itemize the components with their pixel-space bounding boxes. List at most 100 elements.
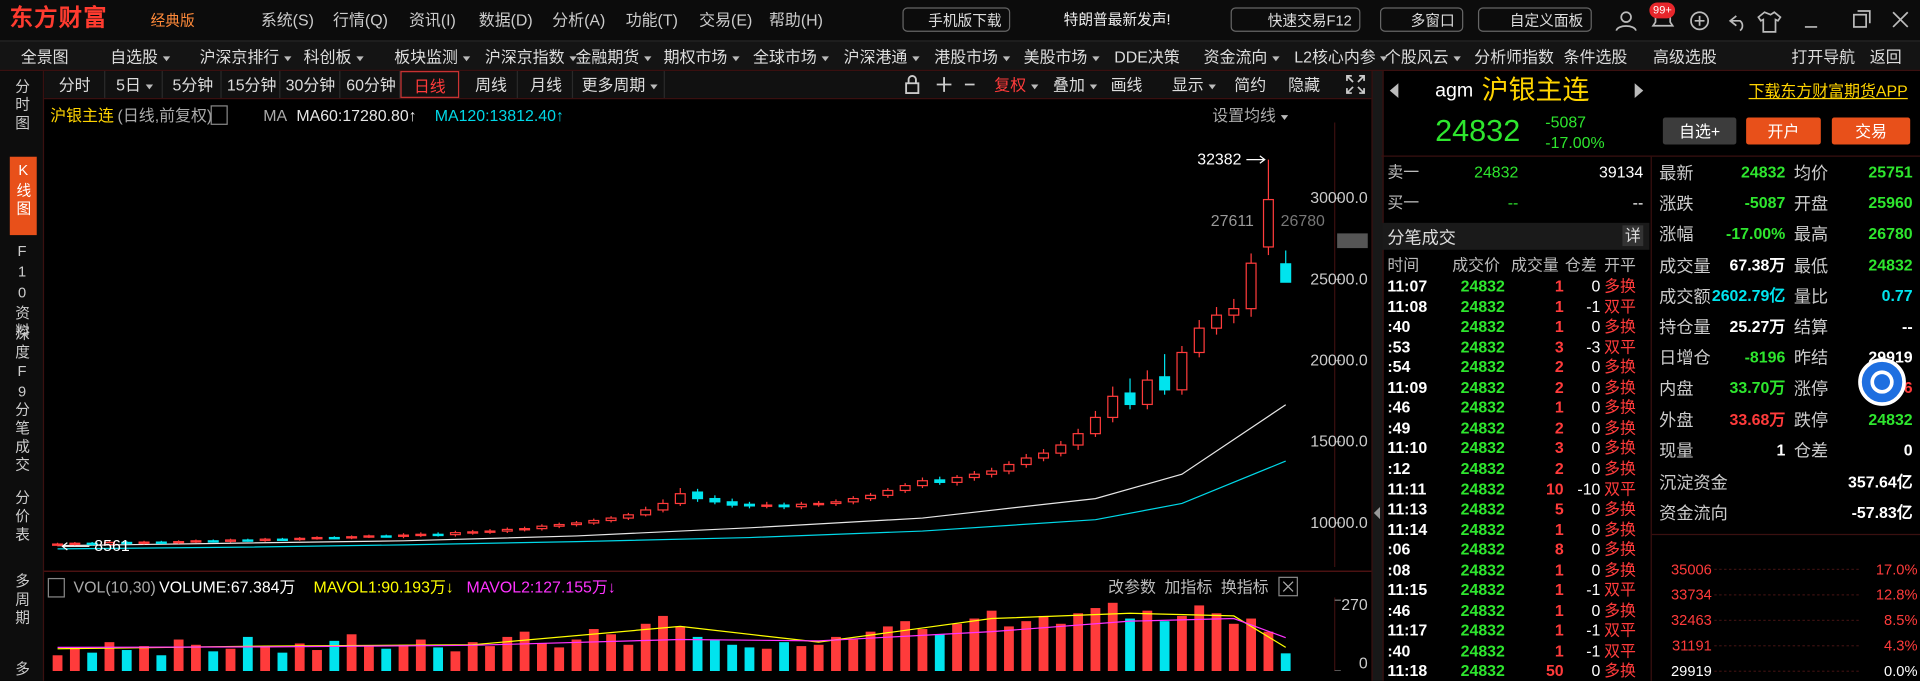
quote-button[interactable]: 开户: [1746, 117, 1821, 145]
contract-code: agm: [1435, 80, 1474, 102]
settings-link[interactable]: 设置均线: [1212, 108, 1288, 124]
stat-value: -57.83亿: [1851, 503, 1913, 522]
tool-button[interactable]: 复权: [994, 77, 1038, 93]
close-icon: [1282, 581, 1294, 592]
toolbar: [44, 71, 1372, 100]
period-button[interactable]: 更多周期: [576, 71, 665, 98]
nav-item[interactable]: 资金流向: [1204, 49, 1280, 65]
menu-item[interactable]: 系统(S): [260, 11, 314, 30]
indicator-button[interactable]: 改参数: [1108, 577, 1156, 597]
period-button[interactable]: 15分钟: [224, 71, 281, 98]
indicator-button[interactable]: 换指标: [1220, 577, 1269, 597]
indicator-button[interactable]: 加指标: [1164, 577, 1213, 597]
ma-line: [57, 404, 1287, 547]
edition: 经典版: [150, 12, 195, 30]
tick-cell: 多换: [1604, 540, 1636, 559]
volume-bar: [450, 651, 461, 672]
top-button[interactable]: 手机版下载: [902, 7, 1011, 32]
volume-bar: [640, 623, 651, 672]
top-button[interactable]: 快速交易F12: [1230, 7, 1361, 32]
candle-body: [986, 470, 998, 475]
nav-item[interactable]: 沪深京排行: [200, 49, 292, 65]
top-button[interactable]: 自定义面板: [1477, 7, 1592, 32]
app-link[interactable]: 下载东方财富期货APP: [1748, 82, 1908, 101]
quote-button[interactable]: 自选+: [1662, 117, 1737, 145]
volume-bar: [848, 639, 859, 672]
tick-cell: 3: [1554, 337, 1564, 356]
volume-bar: [588, 629, 599, 672]
nav-item[interactable]: 期权市场: [664, 49, 740, 65]
period-button[interactable]: 日线: [400, 71, 460, 98]
nav-item[interactable]: 分析师指数: [1474, 47, 1554, 67]
stat-label: 涨停: [1793, 378, 1829, 399]
help-icon: [1858, 358, 1906, 406]
volume-bar: [381, 648, 392, 672]
ticks-detail[interactable]: 详: [1622, 225, 1644, 247]
top-button[interactable]: 特朗普最新发声!: [1063, 11, 1171, 29]
nav-item[interactable]: 个股风云: [1385, 49, 1461, 65]
nav-item[interactable]: 科创板: [304, 49, 364, 65]
nav-item[interactable]: 板块监测: [394, 49, 470, 65]
nav-item[interactable]: 条件选股: [1563, 47, 1628, 67]
period-button[interactable]: 5分钟: [165, 71, 222, 98]
nav-item[interactable]: L2核心内参: [1294, 49, 1388, 65]
nav-item[interactable]: 高级选股: [1653, 47, 1717, 67]
side-tab[interactable]: 多: [13, 661, 31, 680]
volume-bar: [692, 636, 703, 672]
menu-item[interactable]: 行情(Q): [333, 11, 388, 30]
tick-cell: :12: [1387, 459, 1411, 478]
menu-item[interactable]: 功能(T): [625, 11, 678, 30]
menu-item[interactable]: 交易(E): [699, 11, 753, 30]
tick-cell: 双平: [1604, 296, 1636, 316]
quote-button[interactable]: 交易: [1831, 117, 1911, 145]
period-button[interactable]: 分时: [45, 71, 106, 98]
side-tab[interactable]: 分时图: [13, 78, 31, 134]
side-tab[interactable]: F10资料: [13, 242, 31, 342]
period-button[interactable]: 30分钟: [282, 71, 341, 98]
stat-value: 24832: [1868, 255, 1913, 274]
nav-item[interactable]: 金融期货: [576, 49, 652, 65]
tick-cell: 0: [1591, 378, 1601, 397]
nav-item[interactable]: 沪深京指数: [485, 49, 577, 65]
nav-item[interactable]: 港股市场: [934, 49, 1010, 65]
period-button[interactable]: 周线: [465, 71, 518, 98]
side-tab[interactable]: 分价表: [13, 489, 31, 545]
period-button[interactable]: 月线: [520, 71, 574, 98]
candle-body: [968, 473, 980, 479]
nav-item[interactable]: 打开导航: [1791, 47, 1856, 67]
nav-item[interactable]: 返回: [1869, 47, 1902, 67]
tick-cell: 双平: [1604, 337, 1636, 356]
period-button[interactable]: 5日: [108, 71, 163, 98]
period-button[interactable]: 60分钟: [343, 71, 401, 98]
nav-item[interactable]: 美股市场: [1024, 49, 1100, 65]
candle-body: [1228, 308, 1240, 316]
menu-item[interactable]: 资讯(I): [408, 11, 456, 30]
tool-button[interactable]: 隐藏: [1288, 75, 1321, 95]
nav-item[interactable]: 沪深港通: [844, 49, 920, 65]
nav-item[interactable]: DDE决策: [1114, 47, 1180, 67]
menu-item[interactable]: 帮助(H): [768, 11, 823, 30]
nav-item[interactable]: 全球市场: [753, 49, 829, 65]
candle-body: [519, 528, 531, 531]
side-tab[interactable]: 多周期: [13, 573, 31, 629]
tick-cell: :54: [1387, 357, 1411, 377]
nav-item[interactable]: 全景图: [20, 47, 69, 67]
side-tab[interactable]: 分笔成交: [13, 401, 31, 476]
tool-button[interactable]: 简约: [1234, 75, 1267, 95]
menu-item[interactable]: 数据(D): [478, 11, 533, 30]
tool-button[interactable]: 叠加: [1053, 77, 1097, 93]
nav-item[interactable]: 自选股: [110, 49, 170, 65]
close-box[interactable]: [1278, 576, 1298, 597]
mini-chart: 35006 17.0% 33734 12.8% 32463 8.5% 31191 4.3% 29…: [1671, 562, 1918, 680]
tick-cell: 2: [1554, 418, 1564, 437]
top-button[interactable]: 多窗口: [1380, 7, 1464, 32]
book-price: 24832: [1474, 162, 1519, 182]
tool-button[interactable]: 画线: [1110, 75, 1143, 95]
tick-cell: 1: [1554, 296, 1564, 316]
candle-body: [276, 538, 288, 542]
tool-button[interactable]: 显示: [1172, 77, 1216, 93]
side-tab[interactable]: K线图: [9, 156, 37, 236]
menu-item[interactable]: 分析(A): [552, 11, 606, 30]
tick-cell: 11:15: [1387, 580, 1428, 600]
side-tab[interactable]: 深度F9: [13, 325, 31, 405]
